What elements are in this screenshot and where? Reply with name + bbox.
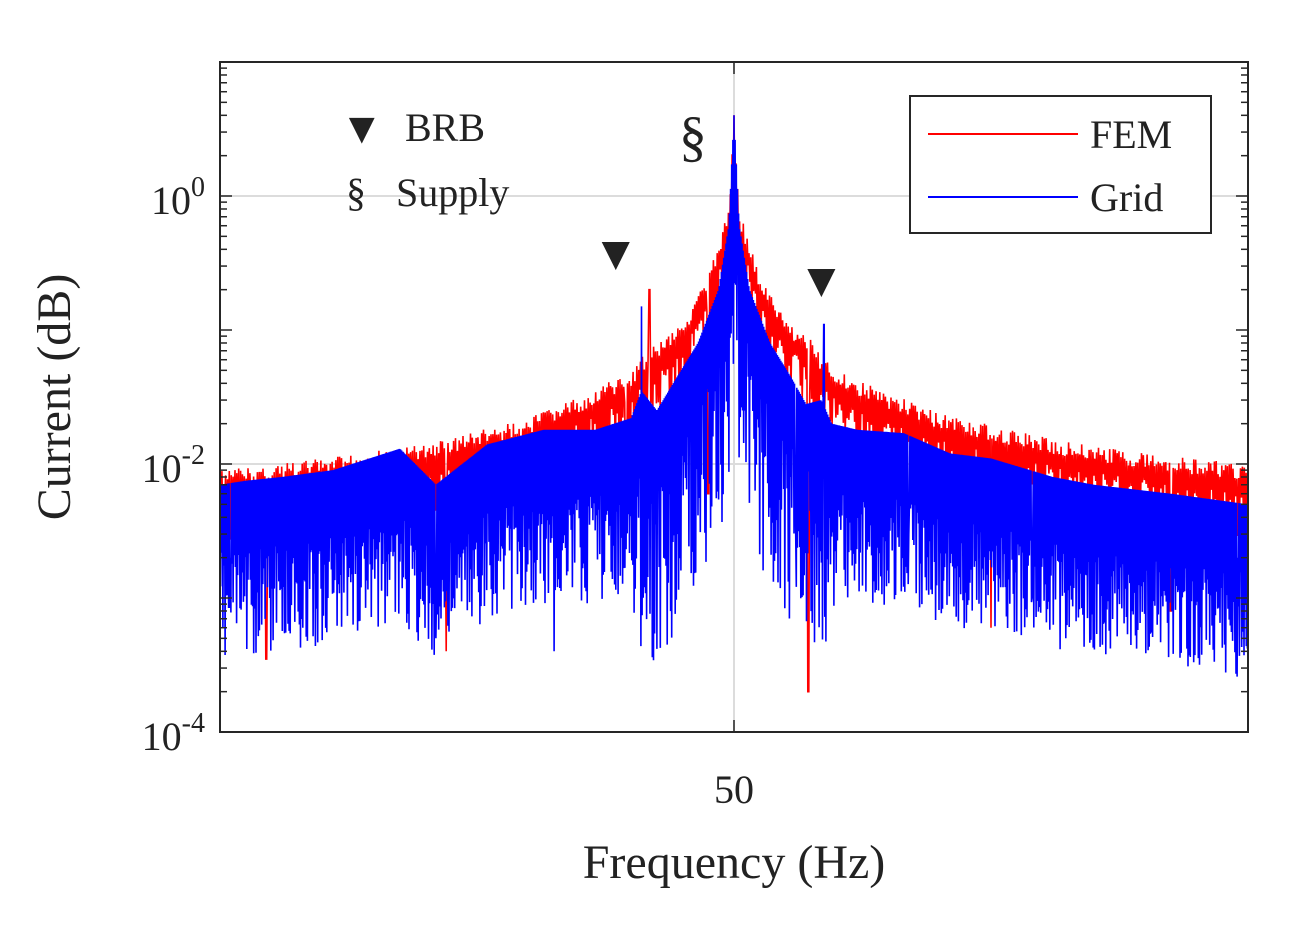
y-axis-label: Current (dB) — [28, 274, 81, 521]
y-tick-label: 10-4 — [142, 708, 205, 759]
annotation-layer: ▼ ▼ § — [592, 106, 845, 308]
brb-left-annotation: ▼ — [592, 227, 640, 280]
x-tick-label: 50 — [714, 767, 754, 812]
legend-label-grid: Grid — [1090, 175, 1163, 220]
legend-label-fem: FEM — [1090, 112, 1172, 157]
brb-key-symbol: ▼ — [340, 104, 384, 153]
symbol-key: ▼ BRB § Supply — [340, 104, 509, 215]
y-tick-label: 100 — [151, 172, 205, 223]
legend: FEM Grid — [909, 95, 1212, 234]
supply-top-annotation: § — [679, 106, 707, 168]
grid-series-line — [219, 115, 1249, 677]
y-tick-label: 10-2 — [142, 440, 205, 491]
brb-key-label: BRB — [405, 105, 485, 150]
supply-key-symbol: § — [346, 170, 366, 215]
brb-right-annotation: ▼ — [798, 255, 846, 308]
supply-key-label: Supply — [396, 170, 509, 215]
series-layer — [219, 115, 1249, 693]
x-axis-label: Frequency (Hz) — [583, 836, 886, 889]
ticks-layer: 50 100 10-2 10-4 — [142, 62, 1248, 812]
legend-box — [909, 95, 1212, 234]
